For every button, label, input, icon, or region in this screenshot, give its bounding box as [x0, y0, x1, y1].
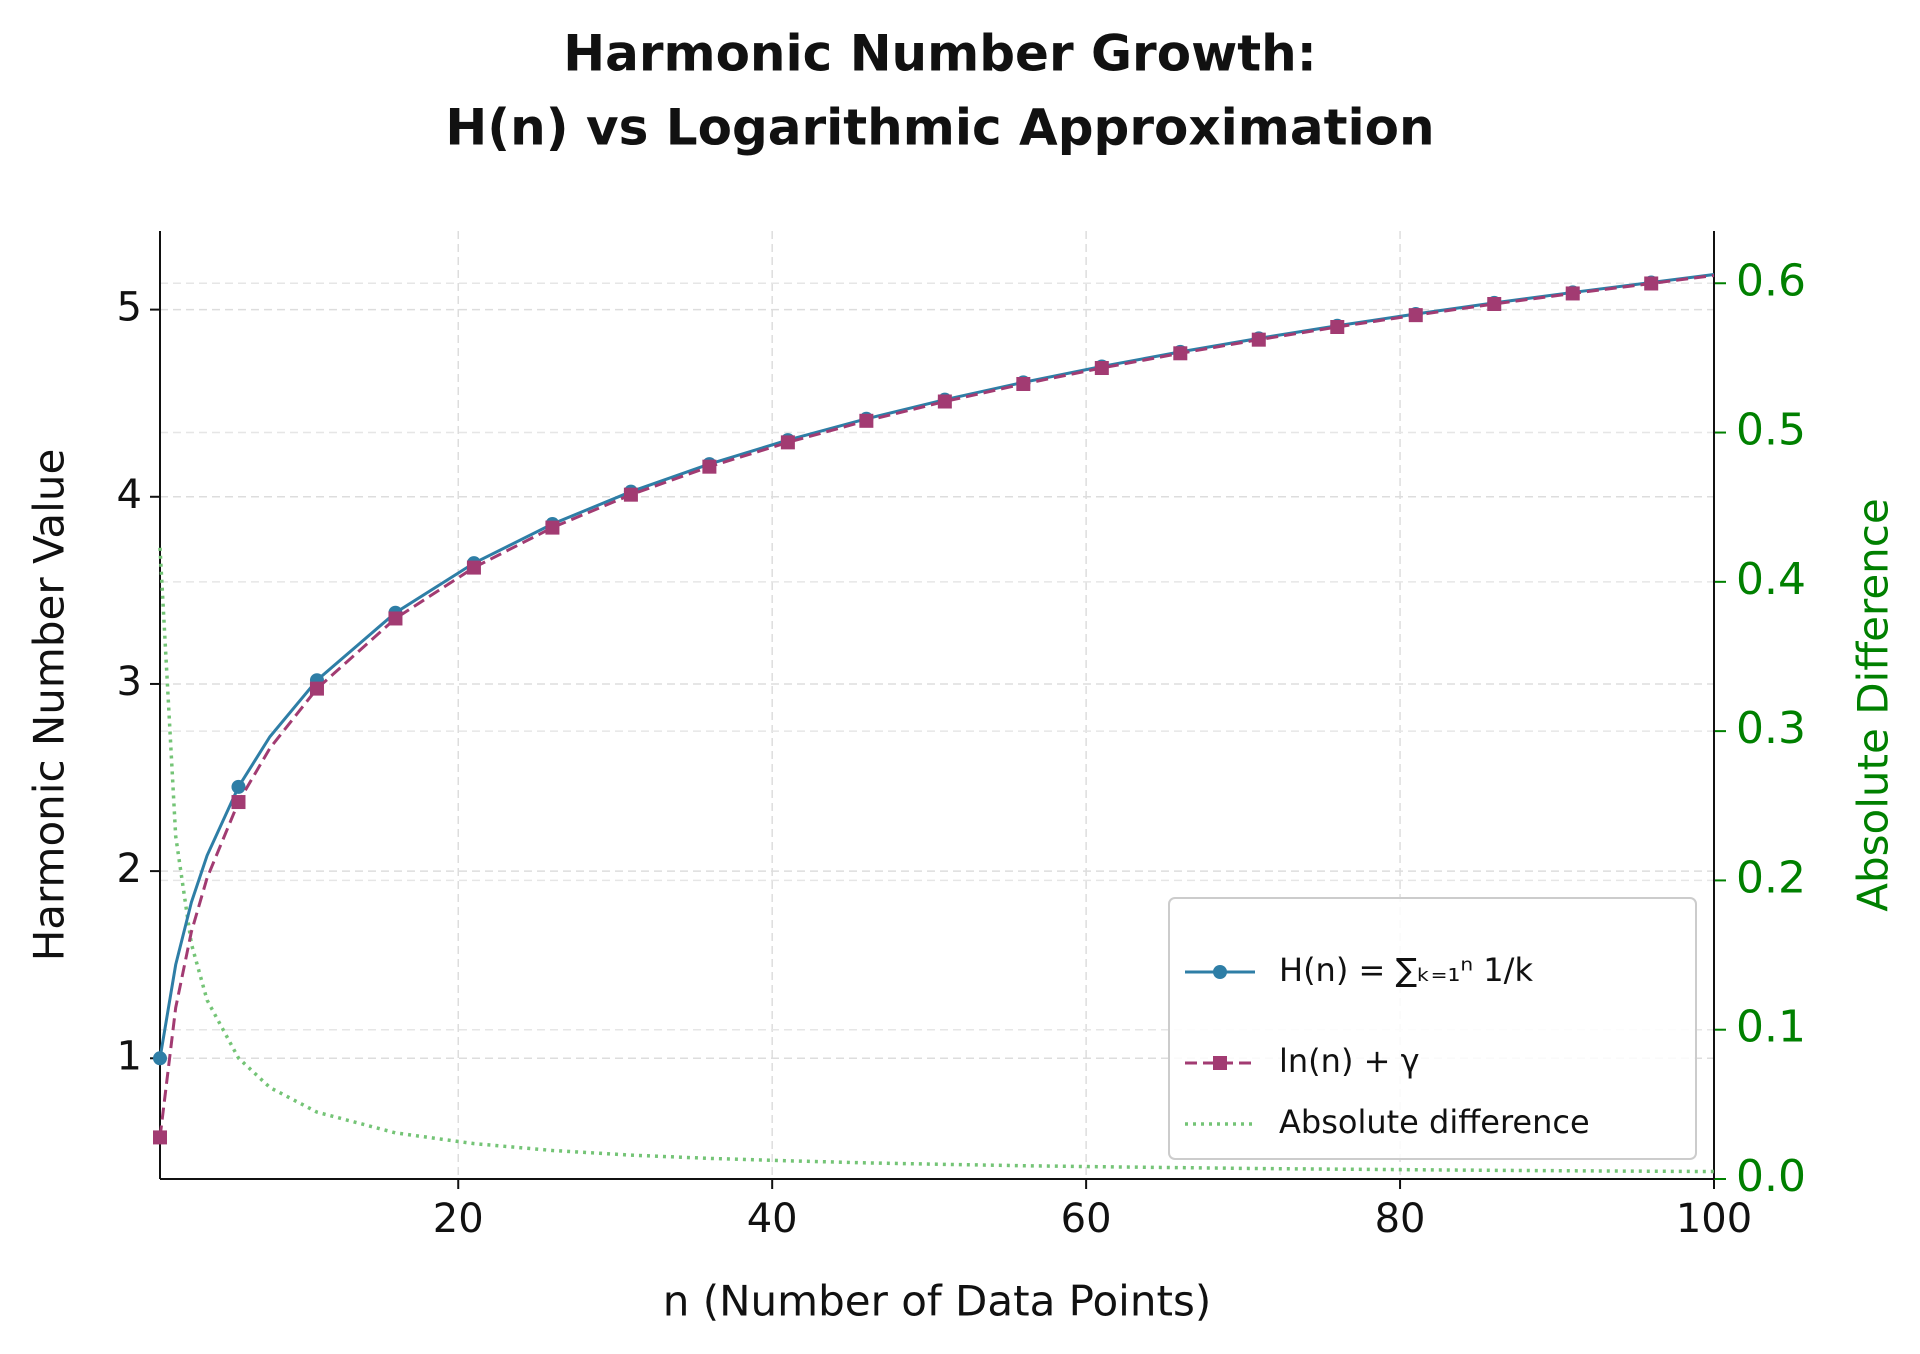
- data-point: [388, 611, 403, 626]
- y-tick-label: 2: [117, 846, 142, 892]
- y-tick-label: 5: [117, 285, 142, 331]
- data-point: [859, 413, 874, 428]
- x-axis-label: n (Number of Data Points): [663, 1277, 1211, 1326]
- data-point: [153, 1051, 167, 1066]
- data-point: [1173, 346, 1188, 361]
- x-tick-label: 100: [1676, 1196, 1752, 1242]
- series-line: [158, 547, 1715, 1174]
- legend-label: H(n) = ∑ₖ₌₁ⁿ 1/k: [1279, 951, 1533, 989]
- x-tick-label: 40: [747, 1196, 798, 1242]
- y2-tick-label: 0.4: [1736, 554, 1806, 605]
- x-tick-label: 20: [433, 1196, 484, 1242]
- data-point: [780, 435, 795, 450]
- x-tick-label: 60: [1061, 1196, 1112, 1242]
- y-axis-label: Harmonic Number Value: [25, 449, 74, 962]
- y2-tick-label: 0.5: [1736, 405, 1806, 456]
- chart-title: H(n) vs Logarithmic Approximation: [445, 99, 1434, 157]
- y-tick-label: 4: [117, 472, 142, 518]
- chart-title: Harmonic Number Growth:: [563, 25, 1317, 83]
- x-tick-label: 80: [1375, 1196, 1426, 1242]
- data-point: [231, 779, 246, 794]
- data-point: [623, 487, 638, 502]
- data-point: [1016, 376, 1031, 391]
- y2-tick-label: 0.0: [1736, 1151, 1806, 1202]
- y2-tick-label: 0.1: [1736, 1002, 1806, 1053]
- data-point: [309, 681, 324, 696]
- data-point: [1330, 319, 1345, 334]
- data-point: [937, 394, 952, 409]
- y-tick-label: 1: [117, 1033, 142, 1079]
- data-point: [153, 1130, 167, 1145]
- legend-label: ln(n) + γ: [1279, 1042, 1420, 1080]
- data-point: [1644, 276, 1659, 291]
- legend-label: Absolute difference: [1279, 1103, 1590, 1141]
- y-tick-label: 3: [117, 659, 142, 705]
- data-point: [1251, 332, 1266, 347]
- data-point: [702, 459, 717, 474]
- data-point: [545, 520, 560, 535]
- data-point: [1094, 361, 1109, 376]
- data-point: [231, 795, 246, 810]
- y2-tick-label: 0.6: [1736, 255, 1806, 306]
- data-point: [1487, 296, 1502, 311]
- y2-axis-label: Absolute Difference: [1849, 498, 1898, 911]
- data-point: [1408, 308, 1423, 323]
- data-point: [466, 560, 481, 575]
- data-point: [1565, 286, 1580, 301]
- data-point: [1213, 1056, 1227, 1070]
- y2-tick-label: 0.2: [1736, 852, 1806, 903]
- y2-tick-label: 0.3: [1736, 703, 1806, 754]
- legend-box: [1168, 897, 1697, 1160]
- data-point: [1213, 965, 1227, 979]
